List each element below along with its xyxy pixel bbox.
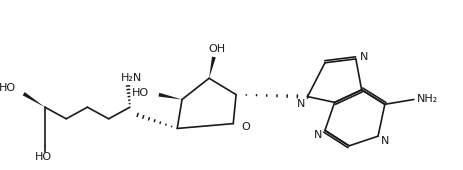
Text: OH: OH [208,44,225,54]
Text: NH₂: NH₂ [416,95,437,105]
Text: N: N [297,99,305,109]
Text: HO: HO [0,83,16,93]
Text: N: N [359,52,367,62]
Text: N: N [380,136,388,146]
Text: H₂N: H₂N [121,73,142,83]
Polygon shape [23,92,45,107]
Text: HO: HO [132,88,149,98]
Text: N: N [313,130,321,140]
Polygon shape [158,93,181,99]
Polygon shape [209,57,215,78]
Text: HO: HO [34,152,51,162]
Text: O: O [240,122,249,132]
